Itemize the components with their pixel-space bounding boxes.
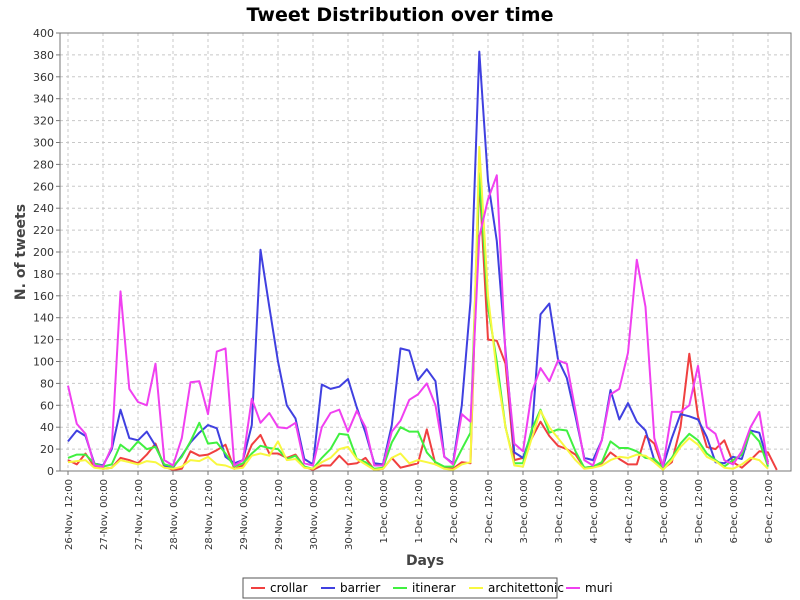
legend-label-muri: muri <box>585 581 613 595</box>
y-tick-label: 300 <box>33 137 54 150</box>
x-tick-label: 28-Nov, 00:00 <box>169 479 180 550</box>
x-tick-label: 28-Nov, 12:00 <box>204 479 215 550</box>
y-tick-label: 240 <box>33 202 54 215</box>
y-tick-label: 120 <box>33 334 54 347</box>
legend-label-barrier: barrier <box>340 581 380 595</box>
x-tick-label: 6-Dec, 00:00 <box>729 479 740 544</box>
y-tick-label: 360 <box>33 71 54 84</box>
x-tick-label: 3-Dec, 00:00 <box>519 479 530 544</box>
series-line-itinerar <box>67 172 769 470</box>
legend-label-itinerar: itinerar <box>412 581 456 595</box>
y-tick-label: 80 <box>40 377 54 390</box>
y-tick-label: 200 <box>33 246 54 259</box>
x-tick-label: 3-Dec, 12:00 <box>554 479 565 544</box>
x-axis-ticks: 26-Nov, 12:00 27-Nov, 00:00 27-Nov, 12:00 2… <box>64 471 775 550</box>
y-tick-label: 320 <box>33 115 54 128</box>
legend-label-architettonic: architettonic <box>488 581 564 595</box>
y-tick-label: 0 <box>47 465 54 478</box>
x-tick-label: 26-Nov, 12:00 <box>64 479 75 550</box>
y-tick-label: 380 <box>33 49 54 62</box>
x-tick-label: 5-Dec, 12:00 <box>694 479 705 544</box>
y-tick-label: 100 <box>33 356 54 369</box>
chart-title: Tweet Distribution over time <box>247 4 554 26</box>
grid-lines <box>60 32 791 472</box>
x-tick-label: 27-Nov, 12:00 <box>134 479 145 550</box>
legend: crollar barrier itinerar architettonic muri <box>242 577 613 599</box>
x-tick-label: 27-Nov, 00:00 <box>99 479 110 550</box>
y-axis-title: N. of tweets <box>13 204 29 300</box>
x-tick-label: 1-Dec, 12:00 <box>414 479 425 544</box>
y-tick-label: 20 <box>40 443 54 456</box>
y-tick-label: 140 <box>33 312 54 325</box>
y-tick-label: 180 <box>33 268 54 281</box>
series-line-muri <box>67 174 769 468</box>
y-tick-label: 220 <box>33 224 54 237</box>
y-axis-ticks: 0 20 40 60 80 100 120 140 160 180 200 220 240 260 280 3… <box>33 27 60 478</box>
series-line-architettonic <box>67 145 769 471</box>
y-tick-label: 400 <box>33 27 54 40</box>
y-tick-label: 60 <box>40 399 54 412</box>
y-tick-label: 340 <box>33 93 54 106</box>
y-tick-label: 280 <box>33 158 54 171</box>
x-tick-label: 6-Dec, 12:00 <box>764 479 775 544</box>
x-tick-label: 1-Dec, 00:00 <box>379 479 390 544</box>
series-line-crollar <box>67 176 778 471</box>
y-tick-label: 260 <box>33 180 54 193</box>
x-tick-label: 4-Dec, 00:00 <box>589 479 600 544</box>
y-tick-label: 40 <box>40 421 54 434</box>
x-tick-label: 2-Dec, 00:00 <box>449 479 460 544</box>
legend-label-crollar: crollar <box>270 581 308 595</box>
x-tick-label: 30-Nov, 00:00 <box>309 479 320 550</box>
x-tick-label: 4-Dec, 12:00 <box>624 479 635 544</box>
x-tick-label: 29-Nov, 00:00 <box>239 479 250 550</box>
x-tick-label: 29-Nov, 12:00 <box>274 479 285 550</box>
x-tick-label: 30-Nov, 12:00 <box>344 479 355 550</box>
x-tick-label: 2-Dec, 12:00 <box>484 479 495 544</box>
x-tick-label: 5-Dec, 00:00 <box>659 479 670 544</box>
x-axis-title: Days <box>406 553 444 569</box>
series-lines <box>67 50 778 471</box>
y-tick-label: 160 <box>33 290 54 303</box>
